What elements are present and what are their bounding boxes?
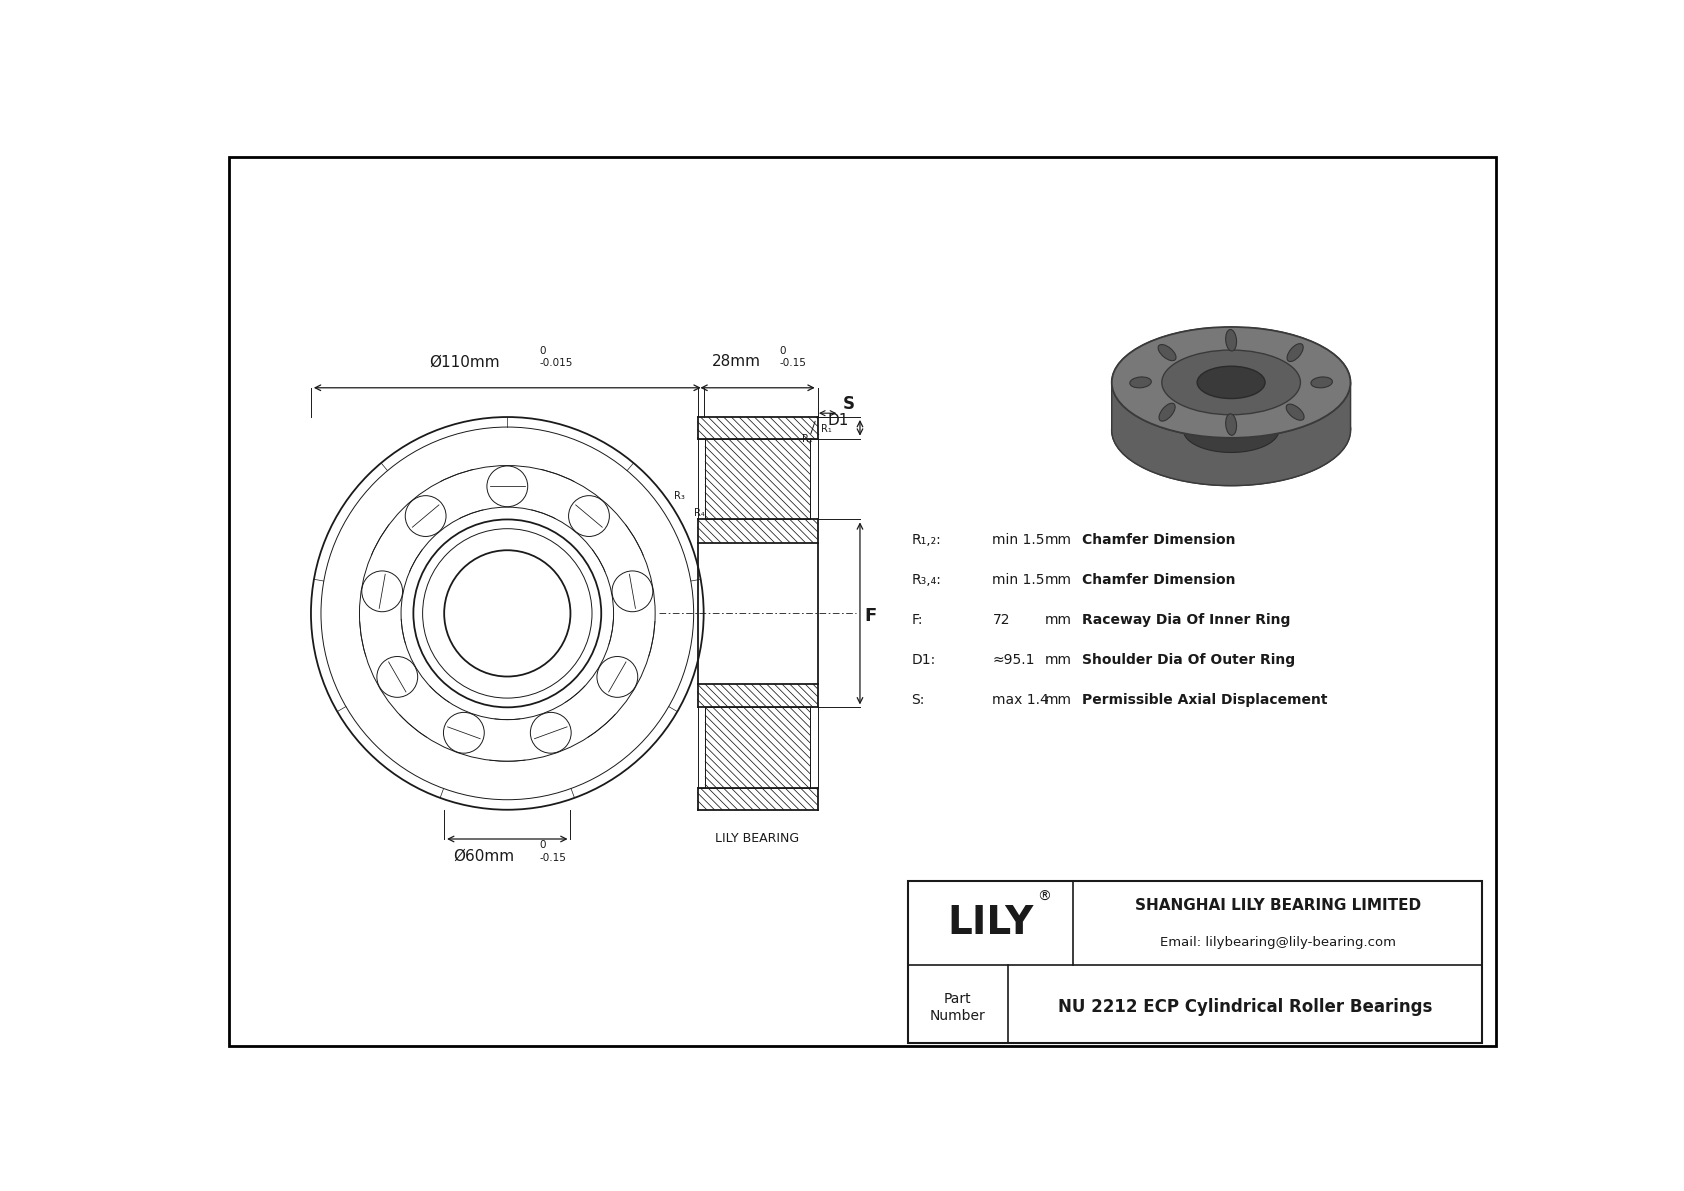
Text: S:: S:: [911, 693, 925, 707]
Text: R₃: R₃: [674, 491, 684, 500]
Text: F: F: [864, 607, 877, 625]
Text: F:: F:: [911, 613, 923, 628]
Ellipse shape: [1226, 413, 1236, 435]
Text: R₄: R₄: [694, 507, 704, 518]
Text: NU 2212 ECP Cylindrical Roller Bearings: NU 2212 ECP Cylindrical Roller Bearings: [1058, 998, 1431, 1016]
Text: Permissible Axial Displacement: Permissible Axial Displacement: [1083, 693, 1329, 707]
Text: Chamfer Dimension: Chamfer Dimension: [1083, 534, 1236, 547]
Text: mm: mm: [1044, 693, 1071, 707]
Text: mm: mm: [1044, 613, 1071, 628]
Polygon shape: [1184, 382, 1278, 453]
Text: Shoulder Dia Of Outer Ring: Shoulder Dia Of Outer Ring: [1083, 654, 1295, 667]
Ellipse shape: [1130, 376, 1152, 388]
Text: SHANGHAI LILY BEARING LIMITED: SHANGHAI LILY BEARING LIMITED: [1135, 898, 1421, 913]
Text: min 1.5: min 1.5: [992, 573, 1044, 587]
Ellipse shape: [1159, 404, 1175, 422]
Text: ®: ®: [1037, 890, 1051, 904]
Text: Ø60mm: Ø60mm: [453, 848, 515, 863]
Text: 72: 72: [992, 613, 1010, 628]
Text: Raceway Dia Of Inner Ring: Raceway Dia Of Inner Ring: [1083, 613, 1292, 628]
Text: LILY BEARING: LILY BEARING: [716, 833, 800, 846]
Polygon shape: [1111, 328, 1212, 430]
Text: D1:: D1:: [911, 654, 936, 667]
Polygon shape: [1111, 382, 1351, 486]
Text: 0: 0: [539, 345, 546, 356]
Text: R₁,₂:: R₁,₂:: [911, 534, 941, 547]
Text: S: S: [842, 394, 854, 412]
Text: Chamfer Dimension: Chamfer Dimension: [1083, 573, 1236, 587]
Text: R₂: R₂: [802, 434, 813, 444]
Text: R₁: R₁: [820, 424, 832, 434]
Bar: [908, 881, 1482, 1043]
Text: -0.15: -0.15: [780, 358, 807, 368]
Text: -0.15: -0.15: [539, 853, 566, 862]
Ellipse shape: [1199, 414, 1263, 445]
Ellipse shape: [1226, 330, 1236, 351]
Ellipse shape: [1111, 328, 1351, 438]
Text: mm: mm: [1044, 654, 1071, 667]
Text: Email: lilybearing@lily-bearing.com: Email: lilybearing@lily-bearing.com: [1160, 936, 1396, 949]
Text: max 1.4: max 1.4: [992, 693, 1049, 707]
Text: min 1.5: min 1.5: [992, 534, 1044, 547]
Text: D1: D1: [827, 413, 849, 428]
Text: Ø110mm: Ø110mm: [429, 354, 500, 369]
Ellipse shape: [1159, 344, 1175, 361]
Text: R₃,₄:: R₃,₄:: [911, 573, 941, 587]
Text: 0: 0: [780, 345, 786, 356]
Text: LILY: LILY: [946, 904, 1034, 942]
Text: ≈95.1: ≈95.1: [992, 654, 1036, 667]
Text: 0: 0: [539, 840, 546, 850]
Ellipse shape: [1197, 366, 1265, 399]
Ellipse shape: [1111, 375, 1351, 486]
Text: -0.015: -0.015: [539, 358, 573, 368]
Ellipse shape: [1287, 404, 1303, 420]
Text: mm: mm: [1044, 534, 1071, 547]
Ellipse shape: [1287, 344, 1303, 362]
Polygon shape: [1250, 328, 1351, 430]
Text: 28mm: 28mm: [712, 354, 761, 369]
Ellipse shape: [1162, 350, 1300, 414]
Text: mm: mm: [1044, 573, 1071, 587]
Text: Part
Number: Part Number: [930, 992, 985, 1023]
Ellipse shape: [1310, 376, 1332, 388]
